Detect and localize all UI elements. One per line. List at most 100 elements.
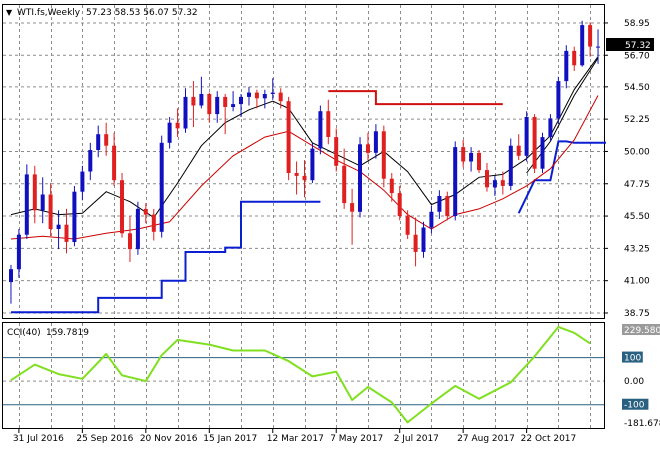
candle-body (508, 145, 513, 186)
candle-body (207, 94, 212, 115)
y-axis-labels: 58.95 56.70 54.50 52.25 50.00 47.75 45.50 43.25… (604, 19, 650, 319)
candle-body (270, 92, 275, 94)
y-tick-label: 43.25 (624, 244, 650, 254)
candle-body (104, 134, 109, 146)
candle-body (24, 174, 29, 235)
candle-body (342, 165, 347, 204)
grid-lines (3, 5, 604, 428)
candle-body (421, 227, 426, 252)
y-tick-label: 45.50 (624, 212, 650, 222)
candle (366, 132, 370, 161)
cci-tick-label: 100 (624, 354, 641, 364)
candle-body (239, 96, 243, 105)
x-axis-labels: 31 Jul 2016 25 Sep 2016 20 Nov 2016 15 Jan … (13, 429, 576, 444)
candle (151, 208, 156, 241)
x-tick-label: 2 Jul 2017 (394, 434, 439, 444)
candle-body (373, 131, 378, 153)
candle (477, 150, 481, 173)
candle-body (477, 152, 481, 171)
y-tick-label: 56.70 (624, 51, 650, 61)
candle (32, 165, 37, 224)
cci-value: 159.7819 (46, 328, 89, 338)
candle-body (286, 101, 291, 173)
candle-body (254, 92, 259, 99)
candle-body (72, 191, 77, 242)
candle (183, 88, 188, 133)
candle (596, 29, 600, 64)
candle-body (183, 96, 188, 129)
candle-body (112, 145, 117, 181)
candle (191, 81, 196, 128)
candle-body (143, 208, 148, 215)
candle-body (469, 152, 474, 162)
candle-body (128, 233, 132, 250)
y-tick-label: 41.00 (624, 277, 650, 287)
candle-body (9, 269, 13, 283)
candle-body (453, 147, 458, 216)
candle (572, 46, 577, 72)
candle-body (492, 180, 497, 188)
x-tick-label: 20 Nov 2016 (140, 434, 198, 444)
candle (48, 183, 53, 237)
candle-body (80, 171, 85, 192)
candle (175, 108, 180, 138)
candle-body (32, 174, 37, 211)
x-tick-label: 27 Aug 2017 (457, 434, 515, 444)
x-tick-label: 25 Sep 2016 (76, 434, 133, 444)
candle-body (334, 137, 339, 166)
candle (429, 206, 434, 234)
candle (120, 172, 124, 238)
cci-tick-label: 229.5804 (624, 326, 660, 336)
x-tick-label: 22 Oct 2017 (521, 434, 577, 444)
candle-body (151, 214, 156, 232)
candle (421, 221, 426, 258)
cci-tick-label: 0.00 (624, 377, 644, 387)
candle-body (135, 208, 140, 250)
candle-body (88, 150, 93, 172)
candle-body (262, 94, 267, 99)
candle (278, 88, 283, 109)
stop-level-line-down (328, 90, 503, 106)
candle-body (120, 180, 124, 234)
candle-body (199, 94, 204, 106)
candle (24, 164, 29, 240)
candle (104, 122, 109, 156)
candle (262, 89, 267, 109)
candle (9, 264, 13, 304)
candle (564, 45, 569, 89)
candle-body (389, 178, 394, 194)
candle (80, 165, 85, 201)
candles (9, 20, 600, 304)
current-price-label: 57.32 (625, 41, 651, 51)
candle-body (413, 234, 418, 252)
candle (223, 94, 228, 135)
candle (508, 138, 513, 191)
candle (302, 160, 307, 198)
candle (588, 22, 593, 57)
candle (373, 124, 378, 159)
candle-body (294, 173, 299, 176)
candle-body (461, 147, 466, 162)
y-tick-label: 38.75 (624, 309, 650, 319)
candle (485, 162, 489, 192)
candle (112, 132, 117, 186)
candle (167, 116, 172, 149)
cci-tick-label: -181.678 (624, 419, 660, 429)
candle (580, 20, 585, 67)
candle-body (445, 196, 450, 217)
candle-body (580, 25, 585, 66)
candle-body (500, 180, 505, 186)
candle (128, 216, 132, 263)
x-tick-label: 7 May 2017 (330, 434, 383, 444)
candle-body (437, 196, 442, 212)
candle-body (540, 137, 545, 169)
candle (453, 141, 458, 221)
candle (310, 142, 315, 184)
candle-body (358, 144, 362, 212)
candle (239, 94, 243, 117)
stop-level-line-up (11, 200, 321, 314)
candle-body (381, 131, 386, 179)
candle (461, 139, 466, 168)
candle (270, 78, 275, 100)
